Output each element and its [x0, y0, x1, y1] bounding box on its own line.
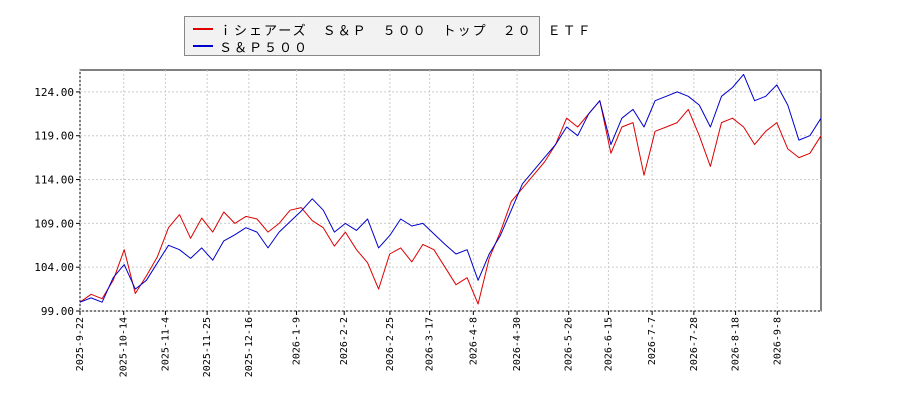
x-tick-label: 2026-4-30: [512, 317, 523, 371]
legend-label-etf: ｉシェアーズ Ｓ＆Ｐ ５００ トップ ２０ ＥＴＦ: [219, 23, 593, 39]
y-tick-label: 119.00: [34, 130, 74, 143]
x-tick-label: 2026-3-17: [425, 317, 436, 371]
legend-item-sp500: Ｓ＆Ｐ５００: [193, 37, 310, 56]
x-tick-label: 2026-5-26: [564, 317, 575, 371]
series-lines: [79, 73, 822, 305]
y-tick-label: 124.00: [34, 86, 74, 99]
x-tick-label: 2026-2-25: [385, 317, 396, 371]
x-tick-label: 2025-12-16: [244, 317, 255, 377]
legend: ｉシェアーズ Ｓ＆Ｐ ５００ トップ ２０ ＥＴＦ Ｓ＆Ｐ５００: [184, 16, 591, 56]
x-tick-label: 2026-4-8: [468, 317, 479, 365]
x-tick-label: 2025-11-4: [160, 317, 171, 371]
legend-label-sp500: Ｓ＆Ｐ５００: [219, 40, 310, 56]
y-axis-ticks: 99.00 104.00 109.00 114.00 119.00 124.00: [34, 86, 80, 318]
x-tick-label: 2026-7-28: [689, 317, 700, 371]
x-tick-label: 2026-9-8: [772, 317, 783, 365]
x-tick-label: 2025-10-14: [119, 317, 130, 377]
y-tick-label: 109.00: [34, 217, 74, 230]
x-tick-label: 2026-8-18: [731, 317, 742, 371]
plot-area: [79, 69, 822, 312]
legend-item-etf: ｉシェアーズ Ｓ＆Ｐ ５００ トップ ２０ ＥＴＦ: [193, 20, 593, 39]
x-tick-label: 2025-11-25: [202, 317, 213, 377]
y-tick-label: 114.00: [34, 174, 74, 187]
grid: [79, 70, 821, 312]
x-tick-label: 2026-6-15: [603, 317, 614, 371]
x-tick-label: 2026-1-9: [292, 317, 303, 365]
legend-swatch-sp500: [193, 45, 213, 47]
x-tick-label: 2026-2-2: [339, 317, 350, 365]
x-tick-label: 2025-9-22: [75, 317, 86, 371]
series-line-etf: [79, 100, 822, 305]
y-tick-label: 99.00: [41, 305, 74, 318]
x-axis-ticks: 2025-9-22 2025-10-14 2025-11-4 2025-11-25 20…: [75, 311, 783, 377]
legend-swatch-etf: [193, 28, 213, 30]
y-tick-label: 104.00: [34, 261, 74, 274]
x-tick-label: 2026-7-7: [647, 317, 658, 365]
series-line-sp500: [79, 73, 822, 303]
